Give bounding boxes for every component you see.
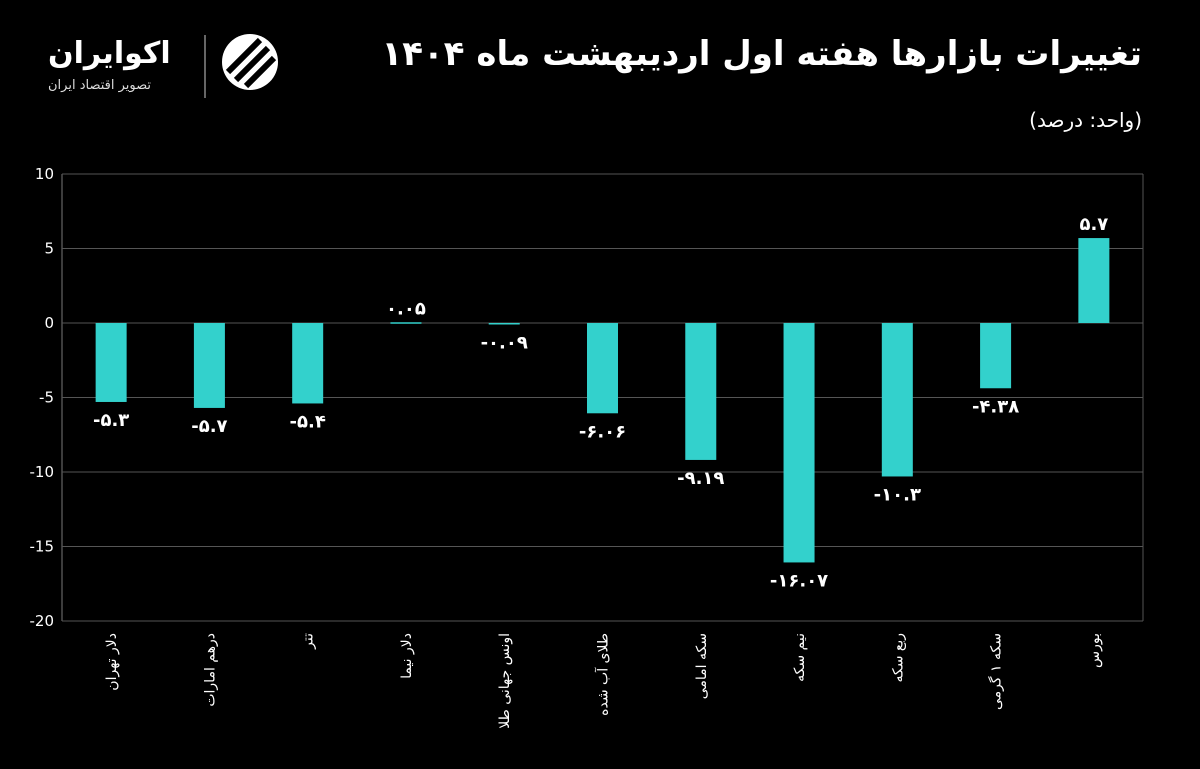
- x-tick-label: اونس جهانی طلا: [497, 633, 513, 729]
- data-label: -۵.۳: [93, 410, 129, 431]
- x-tick-label: سکه امامی: [694, 633, 710, 699]
- data-label: -۵.۷: [191, 416, 227, 437]
- x-tick-label: تتر: [301, 633, 317, 650]
- bar: [488, 323, 520, 325]
- data-label: ۰.۰۵: [386, 298, 426, 319]
- y-tick-label: -15: [30, 538, 55, 556]
- y-tick-label: -20: [30, 612, 55, 630]
- y-tick-label: 0: [44, 314, 54, 332]
- data-label: -۴.۳۸: [972, 396, 1019, 417]
- x-tick-label: بورس: [1087, 633, 1103, 668]
- bar: [980, 323, 1012, 389]
- bar: [881, 323, 913, 477]
- logo-tagline: تصویر اقتصاد ایران: [48, 78, 151, 93]
- bar: [685, 323, 717, 460]
- logo: [204, 34, 278, 98]
- x-tick-label: درهم امارات: [202, 633, 218, 707]
- bar: [292, 323, 324, 404]
- chart-subtitle: (واحد: درصد): [1029, 108, 1142, 132]
- bar: [783, 323, 815, 563]
- data-label: -۱۰.۳: [874, 484, 921, 505]
- bar: [587, 323, 618, 414]
- bar: [1078, 238, 1110, 323]
- chart-title: تغییرات بازارها هفته اول اردیبهشت ماه ۱۴…: [381, 34, 1142, 74]
- logo-icon: [222, 34, 278, 90]
- bar: [95, 323, 127, 402]
- y-tick-label: 5: [44, 240, 54, 258]
- logo-name: اکوایران: [48, 36, 171, 71]
- x-tick-label: نیم سکه: [792, 633, 808, 682]
- x-tick-label: دلار نیما: [399, 633, 415, 679]
- x-tick-label: سکه ۱ گرمی: [988, 633, 1005, 710]
- data-label: -۰.۰۹: [481, 332, 528, 353]
- x-tick-label: طلای آب شده: [595, 633, 612, 716]
- data-label: -۹.۱۹: [677, 468, 724, 489]
- x-tick-label: دلار تهران: [104, 633, 120, 691]
- x-tick-label: ربع سکه: [890, 633, 906, 683]
- y-tick-label: -5: [39, 389, 54, 407]
- data-label: -۶.۰۶: [579, 421, 626, 442]
- bar: [390, 322, 422, 324]
- data-label: -۱۶.۰۷: [770, 570, 828, 591]
- y-tick-label: 10: [35, 165, 54, 183]
- data-label: -۵.۴: [290, 411, 326, 432]
- bar: [193, 323, 225, 408]
- data-label: ۵.۷: [1079, 214, 1108, 235]
- y-tick-label: -10: [30, 463, 55, 481]
